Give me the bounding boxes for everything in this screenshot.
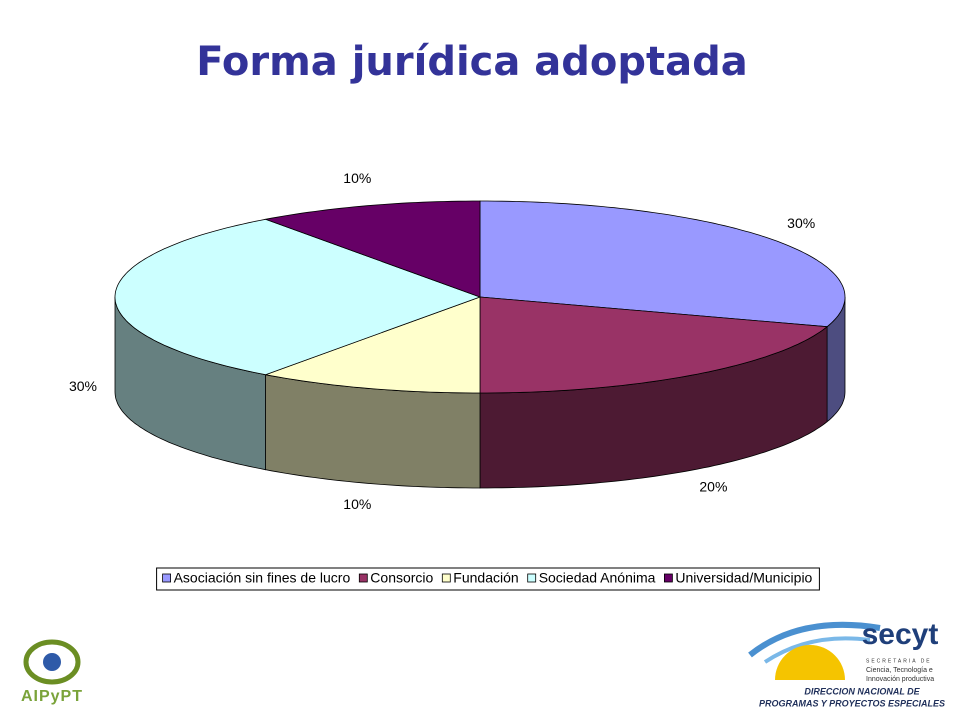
pie-slice — [263, 296, 481, 394]
legend-label: Universidad/Municipio — [675, 570, 812, 586]
logo-text: PROGRAMAS Y PROYECTOS ESPECIALES — [759, 698, 945, 708]
logo-text: AIPyPT — [21, 688, 83, 705]
logo-core — [43, 653, 61, 671]
legend-swatch — [664, 573, 673, 583]
legend-label: Fundación — [453, 570, 518, 586]
logo-text: Innovación productiva — [866, 676, 934, 683]
logo-sun — [775, 645, 845, 680]
legend-label: Consorcio — [370, 570, 433, 586]
logo-name: secyt — [862, 618, 939, 651]
logo-right: secyt SECRETARIA DE Ciencia, Tecnología … — [748, 618, 945, 708]
data-label: 10% — [343, 496, 371, 512]
legend-label: Asociación sin fines de lucro — [174, 570, 351, 586]
logo-arc — [763, 636, 871, 664]
logo-left: AIPyPT — [21, 639, 83, 705]
pie-slice — [479, 296, 829, 394]
logo-text: SECRETARIA DE — [866, 658, 932, 664]
data-label: 10% — [343, 170, 371, 186]
legend-swatch — [358, 573, 368, 583]
logo-arc — [748, 621, 881, 658]
legend: Asociación sin fines de lucro Consorcio Fu… — [156, 567, 820, 591]
data-label: 30% — [69, 378, 97, 394]
pie-slice — [263, 200, 481, 298]
legend-label: Sociedad Anónima — [539, 570, 656, 586]
chart-title: Forma jurídica adoptada — [196, 39, 748, 85]
logo-ring — [23, 639, 81, 685]
pie-chart: 30% 20% 10% 30% 10% — [69, 170, 846, 512]
data-label: 20% — [699, 478, 727, 494]
legend-swatch — [441, 573, 451, 583]
data-label: 30% — [787, 215, 815, 231]
legend-swatch — [162, 573, 172, 583]
pie-slice — [479, 200, 846, 328]
logo-text: DIRECCION NACIONAL DE — [804, 686, 920, 696]
legend-box — [156, 567, 820, 591]
legend-swatch — [527, 573, 537, 583]
logo-text: Ciencia, Tecnología e — [866, 667, 933, 674]
pie-slice — [114, 218, 482, 376]
